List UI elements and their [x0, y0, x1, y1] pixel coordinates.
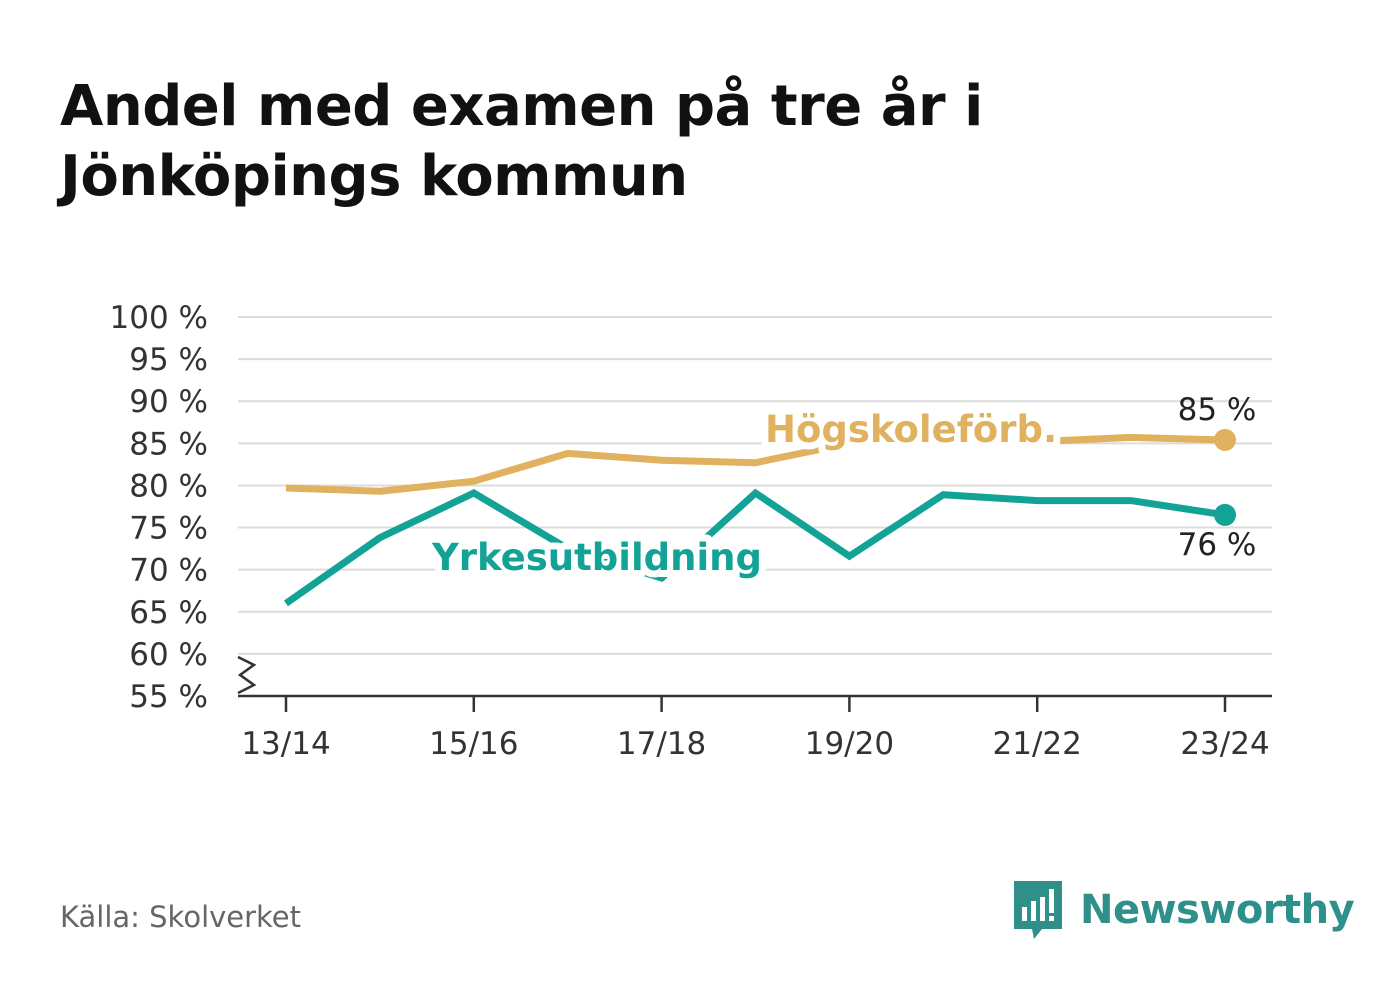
series-name-label: Yrkesutbildning [431, 536, 762, 579]
series-name-label-halo: Yrkesutbildning [431, 536, 762, 579]
series-name-label: Högskoleförb. [765, 408, 1057, 451]
series-line [283, 488, 1226, 607]
x-tick-label: 15/16 [429, 726, 518, 762]
axis-break-mark [237, 655, 257, 695]
series-line [285, 433, 1226, 495]
chart-title: Andel med examen på tre år i Jönköpings … [60, 74, 983, 209]
y-tick-label: 60 % [129, 637, 208, 673]
end-value-label: 76 % [1178, 527, 1257, 563]
series-labels: 85 %76 %Högskoleförb.Högskoleförb.Yrkesu… [424, 392, 1257, 586]
series-lines [283, 428, 1236, 607]
newsworthy-logo-icon [1014, 881, 1062, 939]
y-tick-label: 55 % [129, 679, 208, 715]
series-name-label-halo: Högskoleförb. [765, 408, 1057, 451]
x-tick-label: 17/18 [617, 726, 706, 762]
y-tick-label: 70 % [129, 553, 208, 589]
x-tick-label: 19/20 [805, 726, 894, 762]
y-tick-label: 100 % [110, 300, 208, 336]
y-tick-label: 65 % [129, 595, 208, 631]
y-tick-label: 75 % [129, 511, 208, 547]
y-tick-label: 80 % [129, 468, 208, 504]
x-tick-label: 23/24 [1180, 726, 1269, 762]
y-axis-tick-labels: 55 % 60 % 65 % 70 % 75 % 80 % 85 % 90 % 95 % 100 … [110, 300, 208, 715]
series-end-point [1214, 428, 1236, 451]
y-tick-label: 95 % [129, 342, 208, 378]
y-tick-label: 90 % [129, 384, 208, 420]
x-axis: 13/14 15/16 17/18 19/20 21/22 23/24 [237, 655, 1272, 762]
end-value-label: 85 % [1178, 392, 1257, 428]
brand-name: Newsworthy [1080, 887, 1355, 933]
grid-lines [238, 316, 1272, 655]
x-tick-label: 21/22 [993, 726, 1082, 762]
y-tick-label: 85 % [129, 426, 208, 462]
series-end-point [1214, 503, 1236, 526]
source-note: Källa: Skolverket [60, 900, 302, 934]
x-tick-label: 13/14 [241, 726, 330, 762]
newsworthy-logo[interactable]: Newsworthy [1012, 878, 1355, 942]
